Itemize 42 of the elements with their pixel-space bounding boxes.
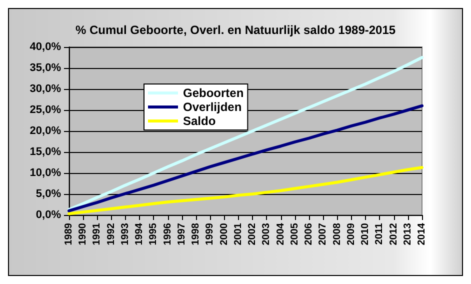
x-tick-label: 1994 [134, 222, 146, 246]
line-series [68, 166, 424, 216]
x-tick-label: 1991 [92, 222, 103, 246]
x-tick-label: 2002 [247, 222, 258, 246]
x-tick-label: 2001 [232, 222, 244, 246]
y-tick-label: 25,0% [30, 104, 62, 116]
x-tick-label: 1989 [64, 222, 74, 246]
x-tick-label: 1998 [190, 222, 202, 246]
x-tick-label: 1995 [148, 222, 160, 246]
y-tick-label: 0,0% [36, 209, 62, 221]
x-tick-label: 2011 [374, 222, 386, 245]
y-tick-label: 40,0% [30, 41, 62, 53]
y-tick-label: 10,0% [30, 167, 62, 179]
x-tick-label: 1992 [106, 222, 117, 246]
x-tick-label: 2007 [318, 222, 329, 246]
x-tick-label: 2008 [332, 222, 343, 246]
x-tick-label: 1997 [176, 222, 188, 246]
line-series [68, 56, 424, 212]
x-tick-label: 1996 [162, 222, 174, 246]
y-tick-label: 20,0% [30, 125, 62, 137]
x-tick-label: 1990 [78, 222, 89, 246]
line-series [68, 104, 424, 212]
x-tick-label: 2005 [289, 222, 300, 246]
x-tick-label: 2013 [402, 222, 414, 246]
y-tick-label: 30,0% [30, 83, 62, 95]
x-tick-label: 1993 [120, 222, 131, 246]
x-tick-label: 2009 [346, 222, 357, 246]
x-tick-label: 2003 [261, 222, 272, 246]
legend-label: Overlijden [183, 100, 242, 114]
legend-label: Geboorten [183, 86, 244, 100]
x-tick-label: 2010 [360, 222, 372, 246]
x-tick-label: 2012 [388, 222, 400, 246]
x-tick-label: 1999 [204, 222, 216, 246]
legend-label: Saldo [183, 114, 216, 128]
chart-title: % Cumul Geboorte, Overl. en Natuurlijk saldo 1989-2015 [75, 23, 396, 37]
x-tick-label: 2000 [218, 222, 230, 246]
y-tick-label: 5,0% [36, 188, 62, 200]
y-tick-label: 15,0% [30, 146, 62, 158]
x-tick-label: 2006 [304, 222, 315, 246]
y-tick-label: 35,0% [30, 62, 62, 74]
x-tick-label: 2004 [275, 222, 286, 246]
x-tick-label: 2014 [416, 222, 428, 246]
